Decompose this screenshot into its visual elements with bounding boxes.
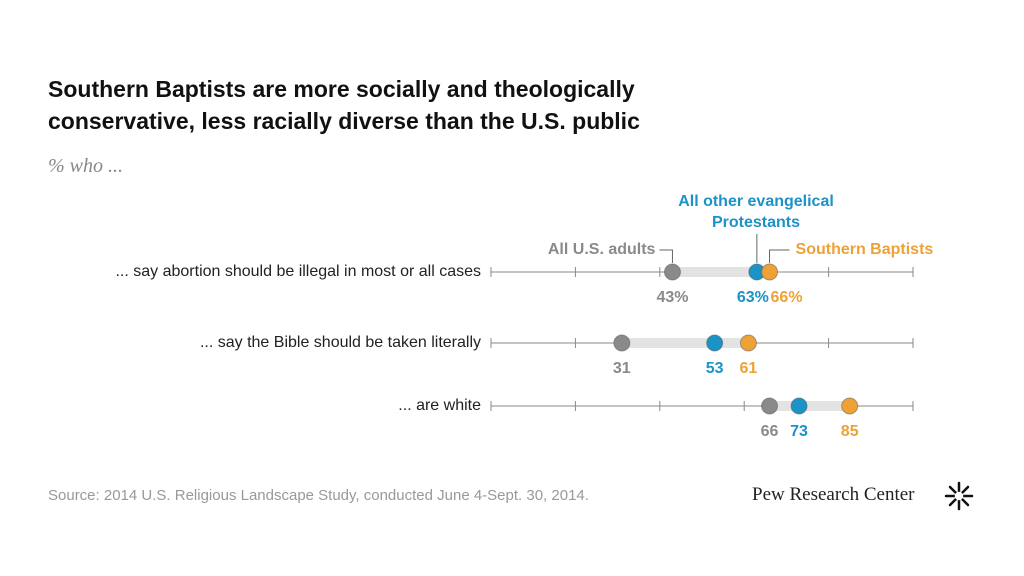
dot xyxy=(663,263,681,281)
value-label: 61 xyxy=(740,360,758,377)
logo-text: Pew Research Center xyxy=(752,484,915,505)
value-label: 66% xyxy=(771,289,803,306)
category-label: ... say the Bible should be taken litera… xyxy=(200,334,481,351)
leader-line xyxy=(659,249,673,263)
legend-label: All other evangelical Protestants xyxy=(678,193,834,231)
dot xyxy=(841,397,859,415)
dot xyxy=(739,334,757,352)
value-label: 31 xyxy=(613,360,631,377)
leader-line xyxy=(769,249,790,263)
dot xyxy=(706,334,724,352)
value-label: 66 xyxy=(761,423,779,440)
category-label: ... say abortion should be illegal in mo… xyxy=(115,263,481,280)
legend-label: All U.S. adults xyxy=(548,241,656,258)
value-label: 85 xyxy=(841,423,859,440)
value-label: 73 xyxy=(790,423,808,440)
range-bar xyxy=(621,338,749,348)
value-label: 63% xyxy=(737,289,769,306)
value-label: 53 xyxy=(706,360,724,377)
dot xyxy=(613,334,631,352)
dot xyxy=(761,397,779,415)
range-bar xyxy=(672,267,770,277)
logo-mark xyxy=(944,481,974,511)
value-label: 43% xyxy=(656,289,688,306)
chart-subtitle: % who ... xyxy=(48,155,123,177)
dot xyxy=(761,263,779,281)
dot xyxy=(790,397,808,415)
legend-label: Southern Baptists xyxy=(796,241,934,258)
chart-title: Southern Baptists are more socially and … xyxy=(48,76,640,134)
range-bar xyxy=(769,401,850,411)
category-label: ... are white xyxy=(398,397,481,414)
source-note: Source: 2014 U.S. Religious Landscape St… xyxy=(48,487,589,504)
